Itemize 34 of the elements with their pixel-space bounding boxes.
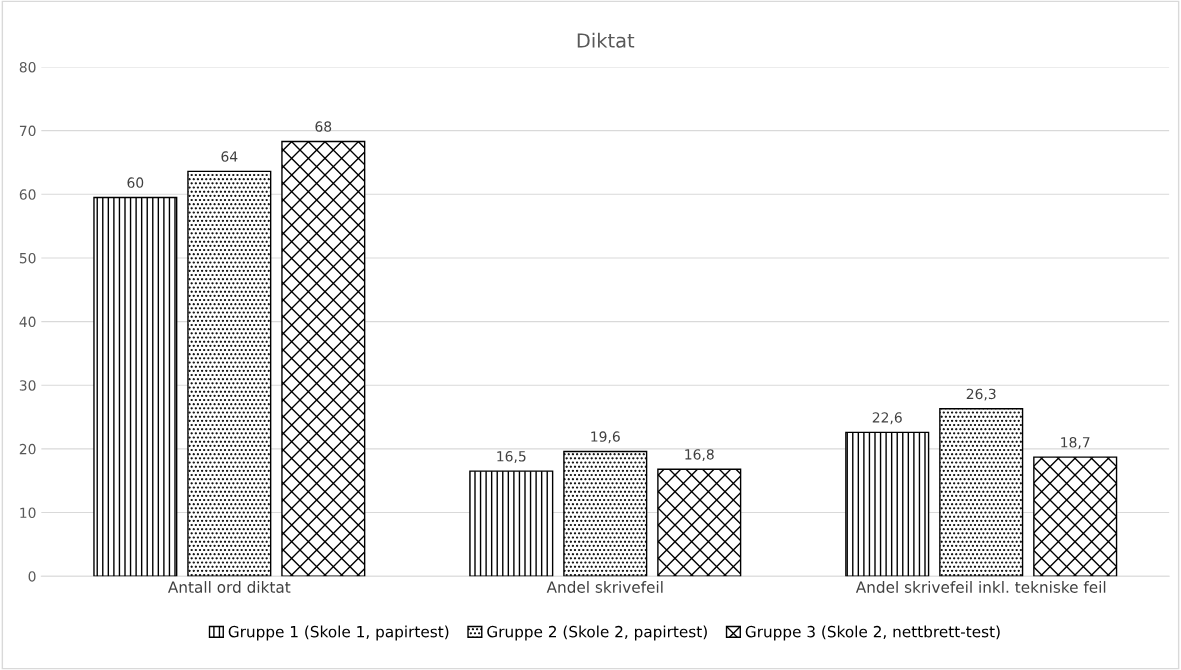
data-label: 16,8 [685,449,714,462]
bar [93,196,178,577]
y-tick-label: 20 [19,443,36,455]
legend-label: Gruppe 1 (Skole 1, papirtest) [228,625,449,641]
data-label: 18,7 [1061,437,1090,449]
y-tick-label: 10 [20,507,36,519]
y-tick-label: 40 [19,316,36,328]
bar [845,431,930,577]
bar [187,170,272,577]
data-label: 60 [127,177,144,188]
x-tick-label: Antall ord diktat [167,581,291,593]
y-tick-label: 80 [19,61,36,73]
y-tick-label: 30 [19,380,36,391]
data-label: 26,3 [966,388,996,401]
data-label: 19,6 [591,431,620,444]
x-tick-label: Andel skrivefeil [546,581,663,593]
bar [1033,456,1118,577]
bar [563,450,648,577]
bar [657,468,742,577]
legend-label: Gruppe 2 (Skole 2, papirtest) [487,625,707,641]
bar [939,408,1024,577]
bar [281,140,366,577]
x-tick-label: Andel skrivefeil inkl. tekniske feil [855,581,1106,593]
y-tick-label: 0 [28,571,36,582]
data-label: 68 [315,121,332,132]
y-tick-label: 60 [19,189,36,200]
legend-label: Gruppe 3 (Skole 2, nettbrett-test) [745,625,1000,641]
data-label: 16,5 [497,451,526,463]
data-label: 64 [221,151,238,162]
bar [469,470,554,577]
data-label: 22,6 [872,412,902,425]
y-tick-label: 50 [19,252,36,264]
y-tick-label: 70 [19,125,36,137]
chart-title: Diktat [577,32,635,48]
